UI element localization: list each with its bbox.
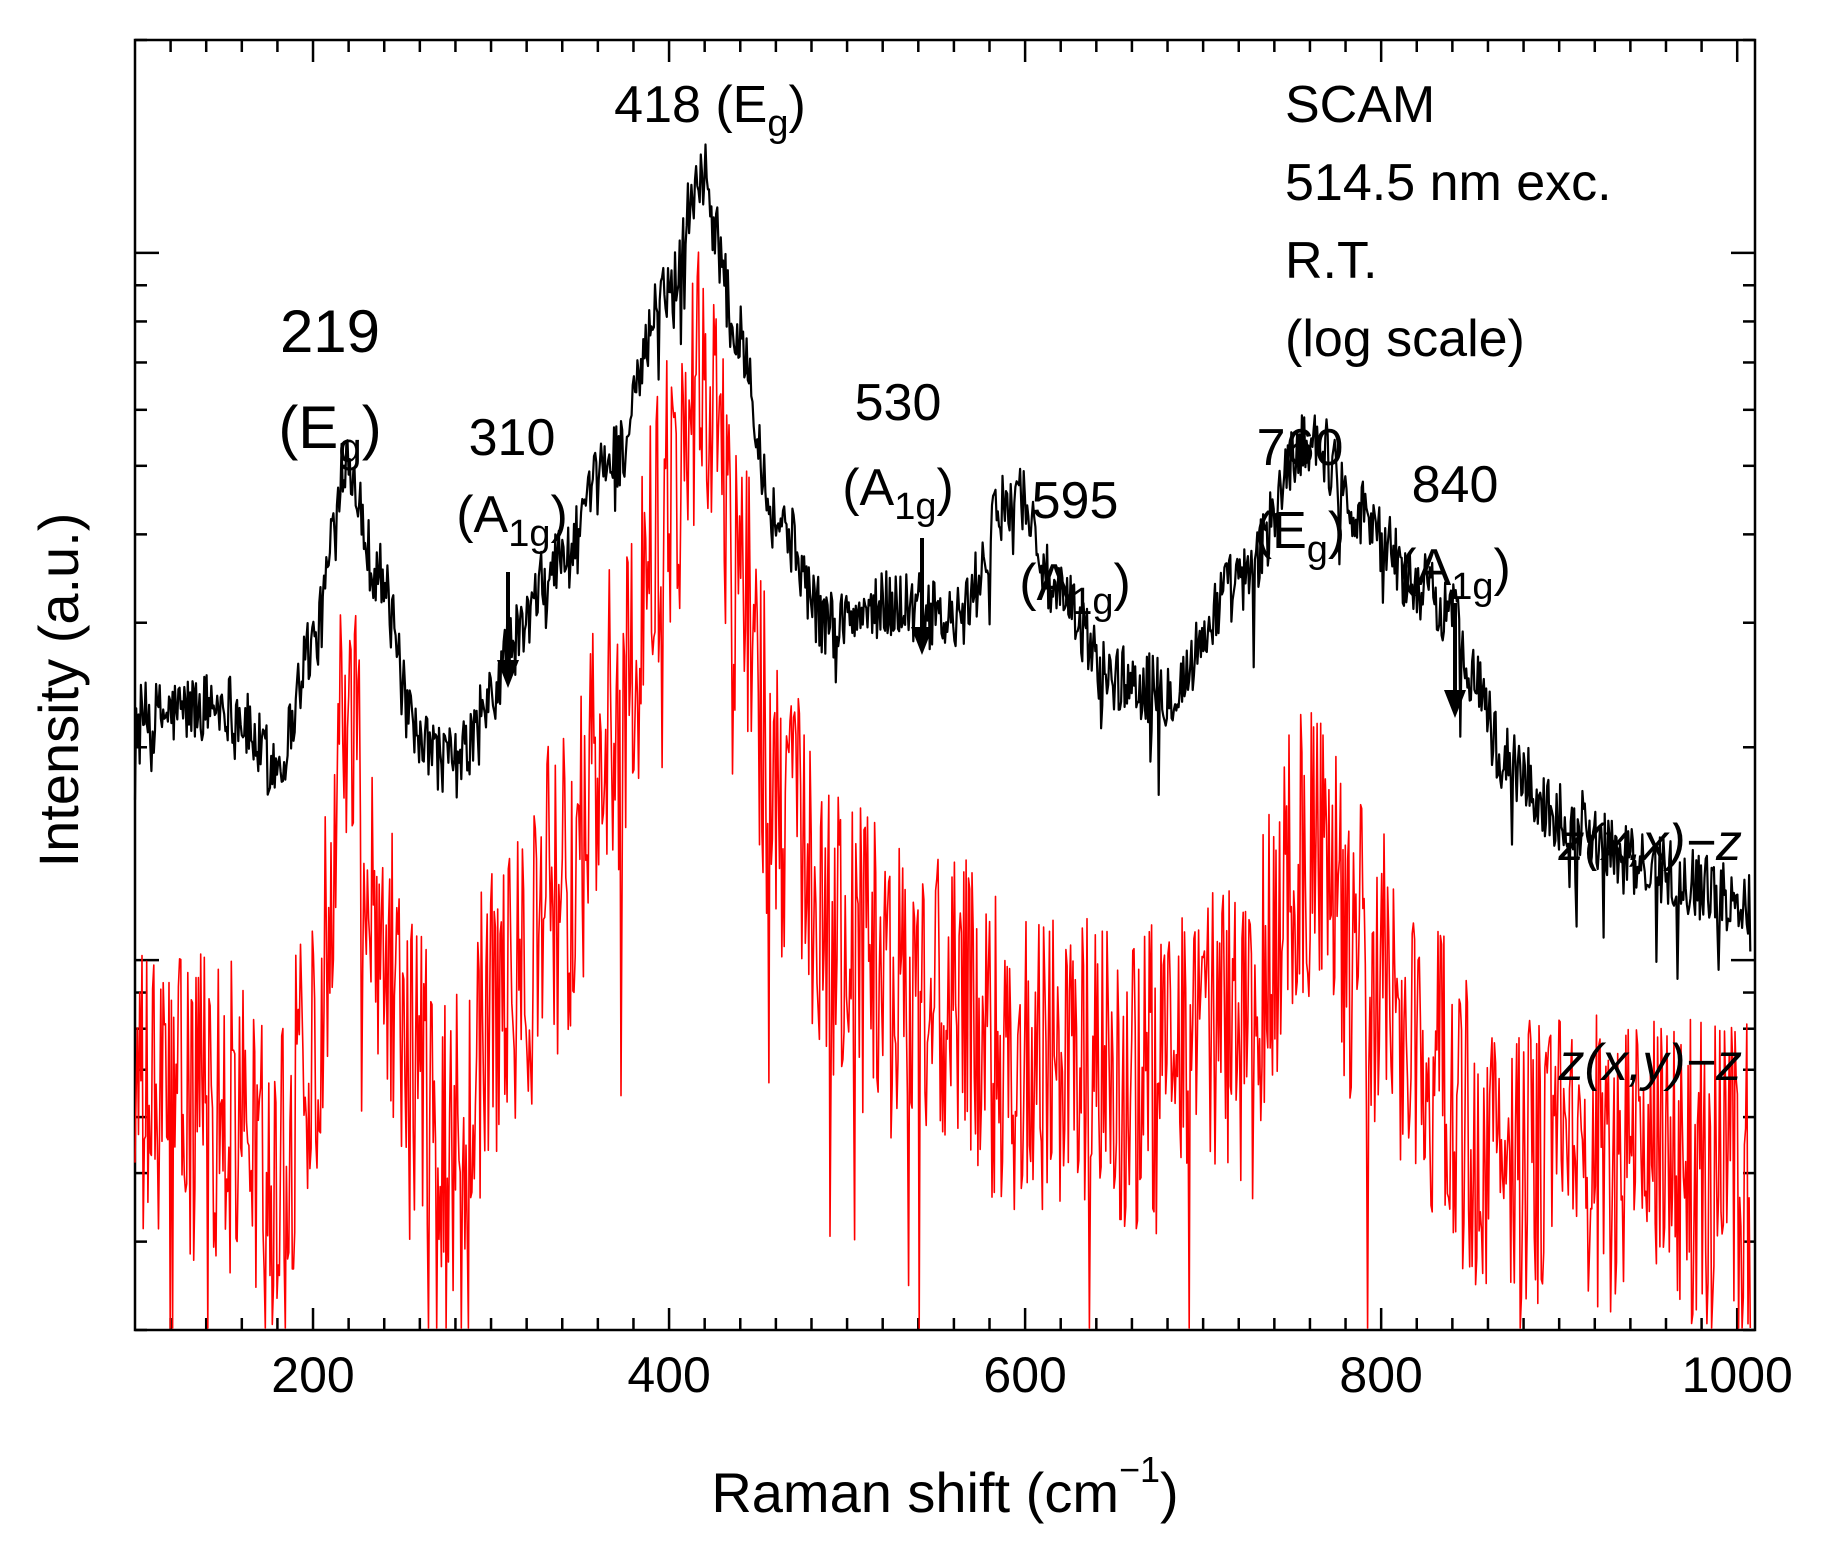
y-axis-title: Intensity (a.u.) (27, 513, 90, 868)
x-tick-label: 200 (271, 1347, 354, 1403)
peak-position-label: 530 (855, 374, 942, 432)
peak-position-label: 595 (1032, 472, 1119, 530)
note-excitation: 514.5 nm exc. (1285, 154, 1612, 212)
peak-arrow-head (497, 660, 519, 688)
x-tick-label: 400 (627, 1347, 710, 1403)
series-layer (133, 143, 1752, 1329)
peak-position-label: 760 (1257, 419, 1344, 477)
x-tick-label: 600 (983, 1347, 1066, 1403)
peak-annotation: 219 (Eg) (278, 298, 381, 471)
peak-assignment-label: (A1g) (456, 486, 568, 555)
peak-annotation: 760 (Eg) (1255, 419, 1345, 571)
series-line-2 (134, 251, 1752, 1329)
axis-ticks: 200 400 600 800 1000 (135, 38, 1793, 1403)
peak-annotation: 595 (A1g) (1019, 472, 1131, 623)
peak-assignment-label: (Eg) (278, 394, 381, 471)
series-name-label: z(x,x)−z (1558, 814, 1742, 872)
measurement-notes: SCAM 514.5 nm exc. R.T. (log scale) (1285, 76, 1612, 368)
plot-frame (133, 38, 1757, 1332)
series-line-1 (133, 143, 1752, 980)
peak-assignment-label: 418 (Eg) (614, 76, 806, 145)
peak-assignment-label: (A1g) (842, 459, 954, 528)
peak-annotation: 418 (Eg) (614, 76, 806, 145)
note-temperature: R.T. (1285, 232, 1377, 290)
peak-position-label: 310 (469, 409, 556, 467)
note-sample: SCAM (1285, 76, 1435, 134)
peak-position-label: 840 (1412, 456, 1499, 514)
x-tick-label: 1000 (1682, 1347, 1793, 1403)
x-axis-title: Raman shift (cm−1) (711, 1449, 1178, 1524)
peak-annotation: 530 (A1g) (842, 374, 954, 655)
peak-position-label: 219 (280, 298, 380, 365)
label-layer: z(x,x)−z z(x,y)−z 219 (Eg) 310 (A1g) 418 (Eg) 5… (278, 76, 1742, 1092)
peak-annotation: 840 (A1g) (1399, 456, 1511, 718)
series-name-label: z(x,y)−z (1558, 1034, 1742, 1092)
peak-assignment-label: (A1g) (1019, 554, 1131, 623)
peak-annotation: 310 (A1g) (456, 409, 568, 688)
peak-assignment-label: (Eg) (1255, 502, 1345, 571)
peak-assignment-label: (A1g) (1399, 539, 1511, 608)
peak-arrow-head (1444, 690, 1466, 718)
note-scale: (log scale) (1285, 310, 1525, 368)
peak-arrow-head (911, 627, 933, 655)
x-tick-label: 800 (1339, 1347, 1422, 1403)
